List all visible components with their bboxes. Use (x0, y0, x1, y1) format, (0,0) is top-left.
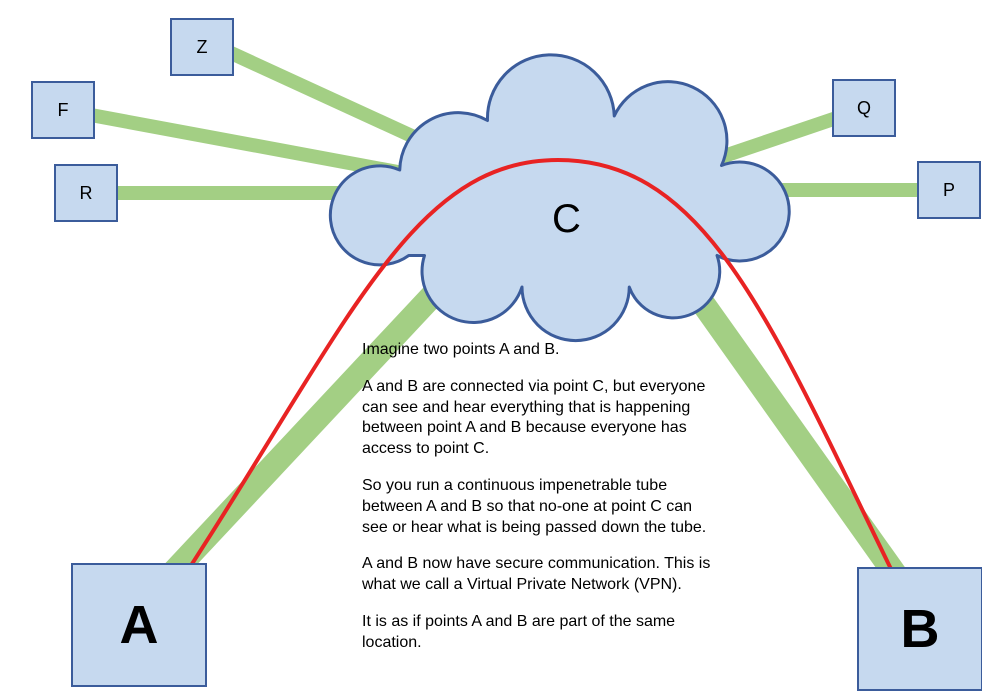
node-label-f: F (58, 100, 69, 120)
paragraph-5: It is as if points A and B are part of t… (362, 612, 722, 654)
node-label-b: B (901, 599, 940, 659)
node-label-r: R (80, 183, 93, 203)
node-label-a: A (120, 595, 159, 655)
paragraph-1: Imagine two points A and B. (362, 340, 722, 361)
paragraph-2: A and B are connected via point C, but e… (362, 377, 722, 460)
paragraph-3: So you run a continuous impenetrable tub… (362, 476, 722, 538)
paragraph-4: A and B now have secure communication. T… (362, 554, 722, 596)
explanation-text: Imagine two points A and B. A and B are … (362, 340, 722, 654)
node-label-q: Q (857, 98, 871, 118)
node-label-p: P (943, 180, 955, 200)
node-label-z: Z (197, 37, 208, 57)
cloud-label: C (552, 197, 581, 242)
